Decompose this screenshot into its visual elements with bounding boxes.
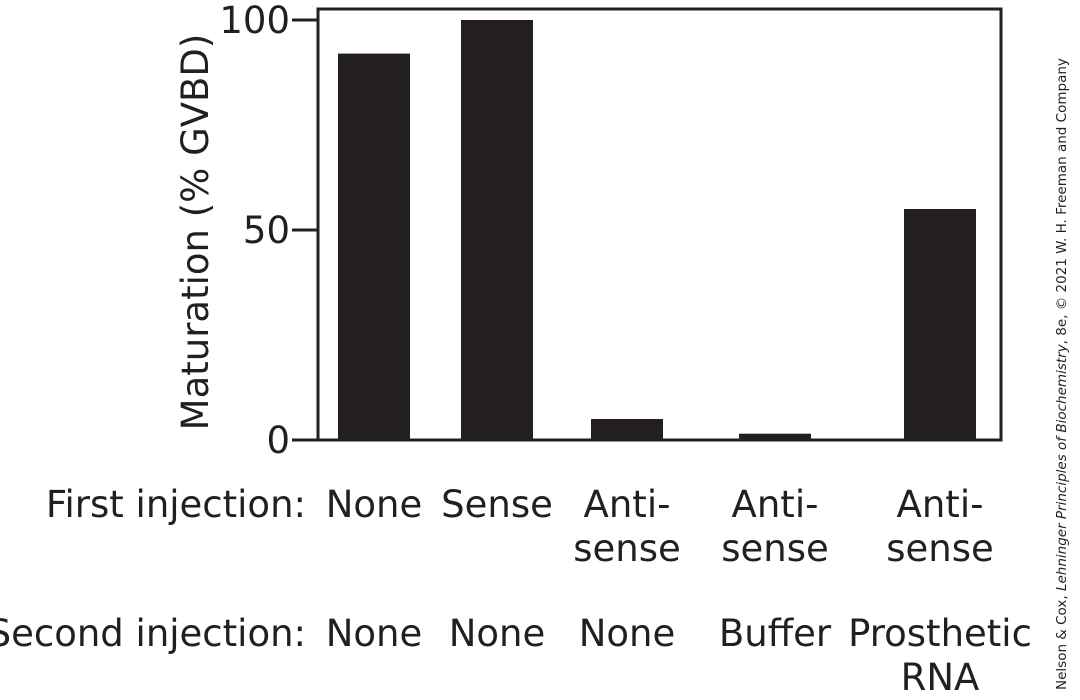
credit-book-title: Lehninger Principles of Biochemistry: [1054, 344, 1070, 592]
y-tick-label: 100: [219, 0, 290, 42]
second-injection-none-3: None: [578, 612, 676, 655]
first-injection-none: None: [325, 483, 423, 526]
plot-frame: [316, 7, 1003, 442]
bar-1: [338, 53, 410, 440]
copyright-credit: Nelson & Cox, Lehninger Principles of Bi…: [1054, 58, 1070, 690]
bar-chart: 0 50 100 Maturation (% GVBD): [174, 0, 1003, 462]
first-injection-antisense-3: Anti- sense: [886, 483, 994, 570]
first-injection-label: First injection:: [45, 483, 306, 526]
y-ticks-group: 0 50 100: [219, 0, 318, 462]
bar-2: [461, 20, 533, 440]
credit-prefix: Nelson & Cox,: [1054, 591, 1070, 690]
y-tick-label: 0: [266, 419, 290, 462]
y-tick-label: 50: [243, 209, 290, 252]
first-injection-antisense-2: Anti- sense: [721, 483, 829, 570]
first-injection-antisense-1: Anti- sense: [573, 483, 681, 570]
first-injection-sense: Sense: [441, 483, 553, 526]
second-injection-prosthetic-rna: Prosthetic RNA: [848, 612, 1032, 699]
second-injection-buffer: Buffer: [718, 612, 832, 655]
bars-group: [338, 20, 976, 440]
bar-4: [739, 433, 811, 440]
y-axis-label: Maturation (% GVBD): [174, 34, 217, 431]
credit-suffix: , 8e, © 2021 W. H. Freeman and Company: [1054, 58, 1070, 345]
bar-5: [904, 209, 976, 440]
second-injection-label: Second injection:: [0, 612, 306, 655]
second-injection-none-1: None: [325, 612, 423, 655]
bar-3: [591, 419, 663, 440]
second-injection-none-2: None: [448, 612, 546, 655]
